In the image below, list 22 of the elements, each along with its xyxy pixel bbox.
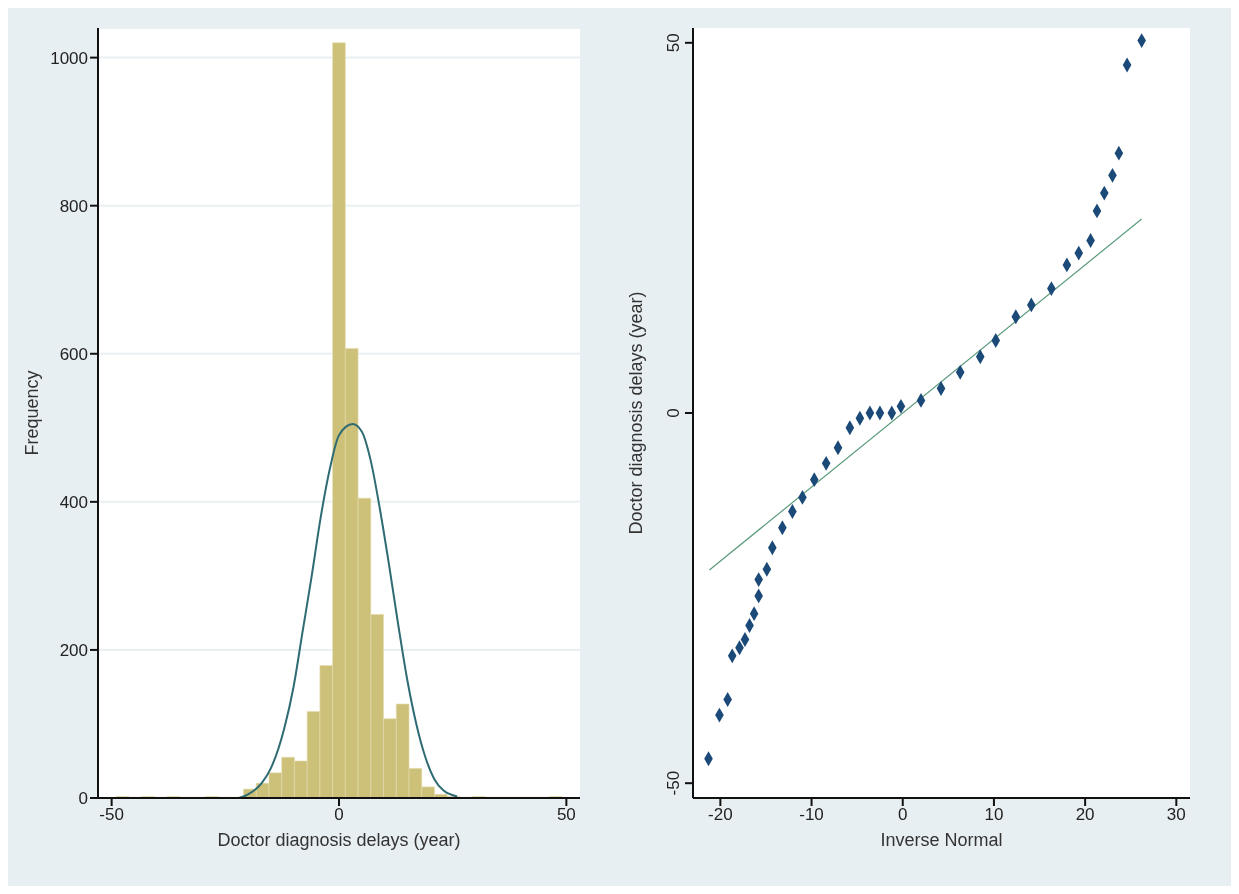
x-tick-label: -10 <box>799 805 824 825</box>
y-tick-label: 0 <box>78 789 88 809</box>
x-axis-title: Inverse Normal <box>880 830 1003 850</box>
x-tick-label: 0 <box>334 805 344 825</box>
x-tick-label: 30 <box>1166 805 1186 825</box>
y-tick-label: 600 <box>59 344 88 364</box>
y-tick-label: -50 <box>664 770 683 796</box>
x-tick-label: 50 <box>556 805 576 825</box>
y-tick-label: 200 <box>59 640 88 660</box>
x-tick-label: 0 <box>898 805 908 825</box>
x-axis-title: Doctor diagnosis delays (year) <box>217 830 461 850</box>
y-axis-title: Frequency <box>22 370 43 456</box>
y-tick-label: 1000 <box>50 48 88 68</box>
x-tick-label: -50 <box>99 805 124 825</box>
y-axis-title: Doctor diagnosis delays (year) <box>626 291 647 535</box>
x-tick-label: -20 <box>708 805 733 825</box>
x-tick-label: 20 <box>1075 805 1095 825</box>
y-tick-label: 400 <box>59 492 88 512</box>
y-tick-label: 50 <box>664 33 683 53</box>
y-tick-label: 800 <box>59 196 88 216</box>
x-tick-label: 10 <box>984 805 1004 825</box>
y-tick-label: 0 <box>664 408 683 418</box>
